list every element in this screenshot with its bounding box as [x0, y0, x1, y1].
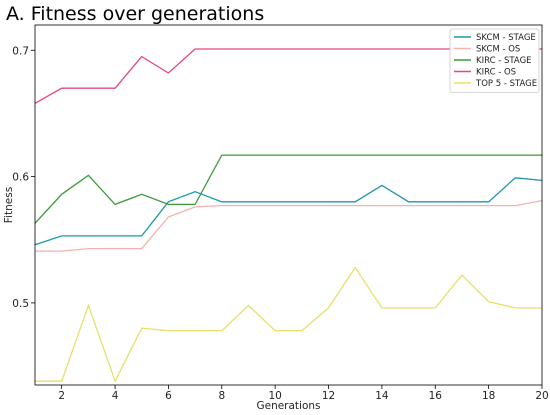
x-tick-label: 20 [535, 390, 548, 402]
legend-label-3: KIRC - OS [476, 68, 516, 78]
y-tick-label: 0.6 [12, 172, 29, 184]
y-axis: 0.5 0.6 0.7 [12, 45, 35, 310]
legend-label-2: KIRC - STAGE [476, 56, 532, 66]
x-tick-label: 2 [58, 390, 65, 402]
legend-label-1: SKCM - OS [476, 45, 520, 55]
x-tick-label: 10 [268, 390, 281, 402]
plot-frame [34, 24, 543, 386]
x-tick-label: 4 [112, 390, 119, 402]
series-line-2 [34, 154, 542, 224]
x-tick-label: 12 [322, 390, 335, 402]
series-line-0 [34, 177, 543, 246]
y-tick-label: 0.5 [12, 298, 29, 310]
x-tick-label: 14 [375, 390, 389, 402]
legend-label-4: TOP 5 - STAGE [475, 79, 537, 89]
y-tick-label: 0.7 [12, 45, 29, 57]
x-axis-label: Generations [256, 400, 320, 412]
legend-label-0: SKCM - STAGE [476, 33, 536, 43]
legend-box [449, 28, 540, 93]
x-tick-label: 8 [218, 390, 225, 402]
series-layer [34, 48, 543, 383]
x-axis: 2 4 6 8 10 12 14 16 18 20 [58, 385, 549, 402]
series-line-1 [35, 199, 543, 252]
x-tick-label: 18 [482, 390, 495, 402]
x-tick-label: 6 [165, 390, 172, 402]
y-axis-label: Fitness [3, 187, 15, 223]
series-line-4 [35, 266, 542, 383]
x-tick-label: 16 [429, 390, 443, 402]
chart-title: A. Fitness over generations [6, 3, 265, 25]
